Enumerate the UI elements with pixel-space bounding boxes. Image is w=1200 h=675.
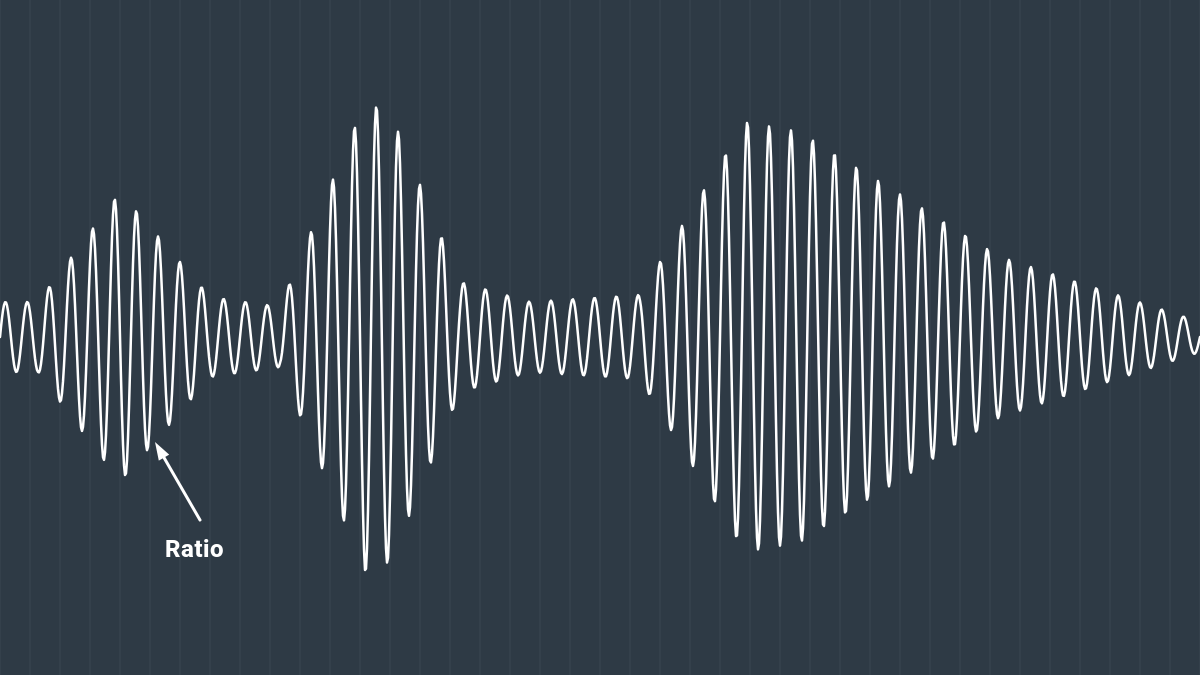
annotation-label-ratio: Ratio [165,535,224,563]
waveform-canvas [0,0,1200,675]
waveform-diagram: Ratio [0,0,1200,675]
